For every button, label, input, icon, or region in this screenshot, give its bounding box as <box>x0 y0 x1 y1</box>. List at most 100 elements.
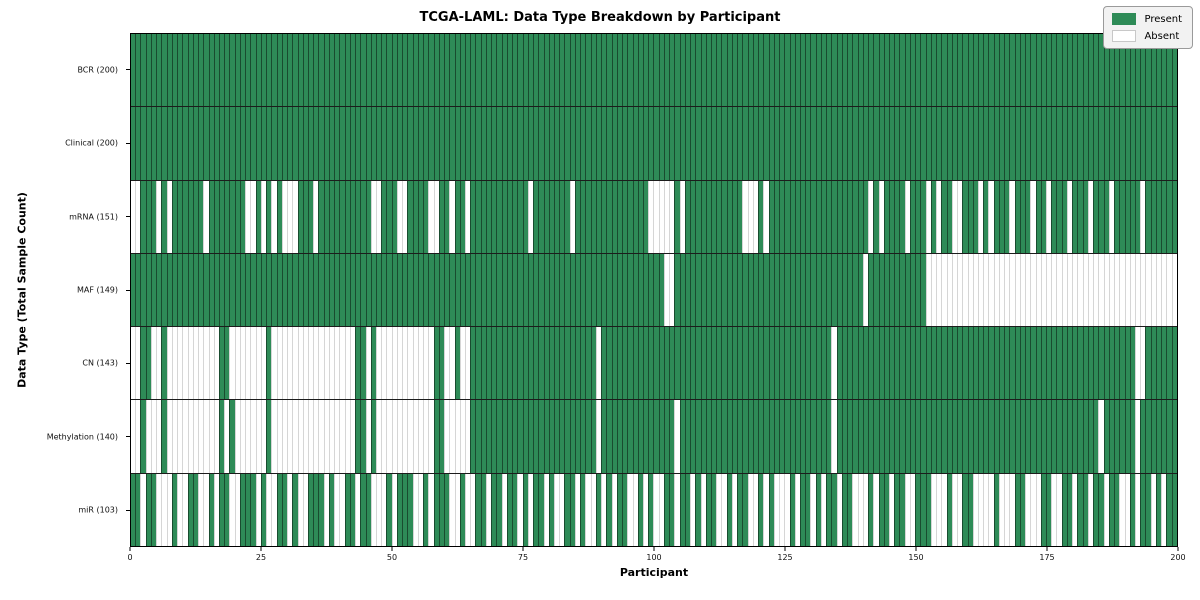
heatmap-cell <box>752 34 759 107</box>
heatmap-cell <box>679 34 685 107</box>
heatmap-cell <box>611 253 617 327</box>
heatmap-row <box>131 400 1177 474</box>
y-tick-label: miR (103) <box>78 505 118 515</box>
heatmap-cell <box>1035 327 1041 400</box>
heatmap-cell <box>658 107 664 180</box>
heatmap-cell <box>831 327 837 400</box>
heatmap-cell <box>1082 253 1088 327</box>
heatmap-cell <box>135 34 141 107</box>
heatmap-cell <box>967 400 973 473</box>
heatmap-cell <box>674 253 680 327</box>
heatmap-cell <box>553 180 560 253</box>
heatmap-cell <box>1066 34 1073 107</box>
heatmap-cell <box>758 180 764 253</box>
heatmap-cell <box>501 473 507 546</box>
heatmap-cell <box>663 253 670 327</box>
heatmap-cell <box>941 107 947 180</box>
heatmap-cell <box>915 400 921 473</box>
heatmap-cell <box>559 253 565 327</box>
heatmap-cell <box>433 400 439 473</box>
heatmap-cell <box>878 180 884 253</box>
heatmap-cell <box>580 327 586 400</box>
heatmap-cell <box>957 473 963 546</box>
heatmap-cell <box>339 400 345 473</box>
heatmap-cell <box>203 400 209 473</box>
heatmap-cell <box>1129 327 1135 400</box>
heatmap-cell <box>506 400 513 473</box>
heatmap-cell <box>297 400 303 473</box>
heatmap-cell <box>1150 253 1156 327</box>
heatmap-cell <box>161 473 167 546</box>
heatmap-cell <box>663 107 670 180</box>
heatmap-cell <box>360 327 366 400</box>
heatmap-cell <box>1004 253 1010 327</box>
heatmap-cell <box>909 473 916 546</box>
heatmap-cell <box>800 107 806 180</box>
heatmap-cell <box>684 253 691 327</box>
heatmap-cell <box>1093 400 1099 473</box>
heatmap-cell <box>585 327 591 400</box>
heatmap-cell <box>1035 34 1041 107</box>
heatmap-cell <box>1009 180 1015 253</box>
heatmap-cell <box>323 107 329 180</box>
heatmap-cell <box>747 400 753 473</box>
heatmap-cell <box>433 180 439 253</box>
heatmap-cell <box>794 253 800 327</box>
heatmap-cell <box>1135 400 1141 473</box>
heatmap-cell <box>773 253 780 327</box>
heatmap-cell <box>878 107 884 180</box>
heatmap-cell <box>1119 400 1125 473</box>
heatmap-cell <box>271 253 277 327</box>
heatmap-cell <box>794 327 800 400</box>
heatmap-cell <box>318 253 324 327</box>
heatmap-cell <box>1150 473 1156 546</box>
heatmap-cell <box>988 34 994 107</box>
heatmap-cell <box>836 400 842 473</box>
heatmap-cell <box>1119 107 1125 180</box>
heatmap-cell <box>198 473 204 546</box>
heatmap-cell <box>1035 180 1041 253</box>
heatmap-cell <box>166 180 172 253</box>
heatmap-cell <box>412 107 418 180</box>
heatmap-cell <box>417 400 424 473</box>
x-tick-label: 50 <box>386 553 398 562</box>
heatmap-cell <box>1030 473 1036 546</box>
heatmap-cell <box>522 327 528 400</box>
heatmap-cell <box>951 253 958 327</box>
heatmap-cell <box>444 473 450 546</box>
heatmap-cell <box>192 400 199 473</box>
heatmap-cell <box>731 400 738 473</box>
heatmap-cell <box>1103 107 1109 180</box>
heatmap-cell <box>669 400 675 473</box>
heatmap-cell <box>376 473 382 546</box>
heatmap-cell <box>250 180 256 253</box>
heatmap-cell <box>920 400 926 473</box>
heatmap-cell <box>307 107 314 180</box>
heatmap-cell <box>977 327 984 400</box>
heatmap-cell <box>805 107 811 180</box>
heatmap-cell <box>904 253 910 327</box>
heatmap-cell <box>731 107 738 180</box>
heatmap-cell <box>878 400 884 473</box>
heatmap-cell <box>171 180 178 253</box>
heatmap-cell <box>1009 253 1015 327</box>
heatmap-cell <box>580 107 586 180</box>
heatmap-cell <box>815 327 821 400</box>
heatmap-cell <box>716 327 722 400</box>
heatmap-cell <box>595 327 602 400</box>
heatmap-cell <box>203 180 209 253</box>
heatmap-cell <box>166 473 172 546</box>
heatmap-cell <box>198 180 204 253</box>
heatmap-cell <box>690 34 696 107</box>
x-tick-label: 200 <box>1170 553 1186 562</box>
heatmap-cell <box>632 253 638 327</box>
heatmap-cell <box>674 400 680 473</box>
heatmap-cell <box>1019 400 1026 473</box>
heatmap-cell <box>417 327 424 400</box>
heatmap-cell <box>941 327 947 400</box>
heatmap-cell <box>726 34 732 107</box>
heatmap-cell <box>789 34 795 107</box>
x-tick-mark <box>522 547 524 551</box>
x-tick-label: 0 <box>127 553 133 562</box>
heatmap-cell <box>836 253 842 327</box>
